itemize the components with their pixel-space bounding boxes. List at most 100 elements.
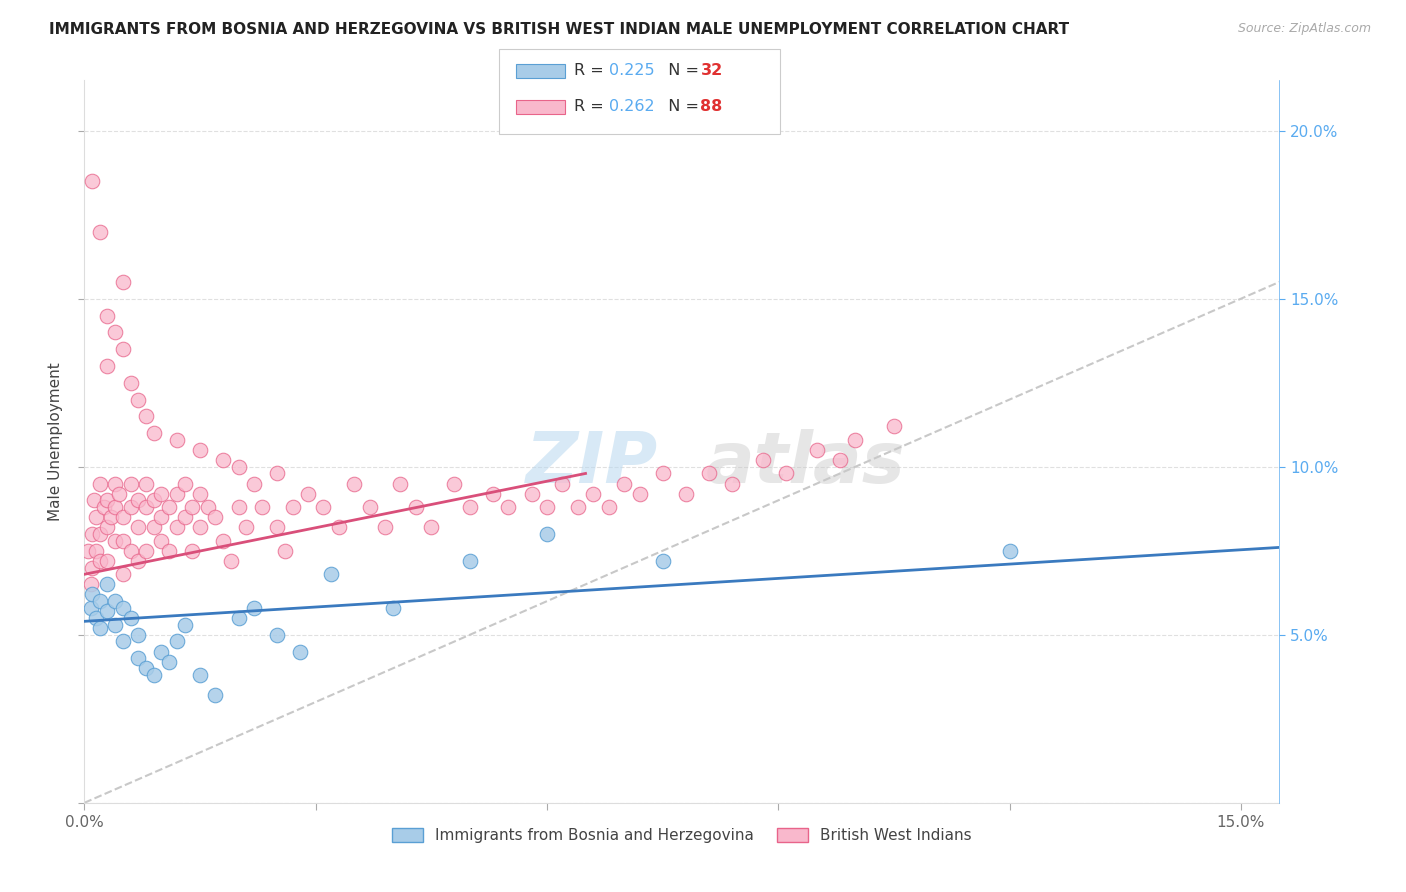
Point <box>84 611 107 625</box>
Point <box>111 533 134 548</box>
Point <box>80 174 103 188</box>
Point <box>721 476 744 491</box>
Point <box>188 442 211 457</box>
Point <box>806 442 828 457</box>
Point <box>120 611 142 625</box>
Point <box>567 500 589 514</box>
Point <box>127 651 149 665</box>
Point <box>96 554 118 568</box>
Point <box>111 510 134 524</box>
Point <box>290 644 312 658</box>
Point <box>197 500 219 514</box>
Point <box>343 476 366 491</box>
Point <box>166 433 188 447</box>
Point <box>96 577 118 591</box>
Point <box>89 225 111 239</box>
Point <box>675 486 697 500</box>
Point <box>96 359 118 373</box>
Point <box>111 342 134 356</box>
Point <box>389 476 412 491</box>
Point <box>120 543 142 558</box>
Point <box>243 600 266 615</box>
Point <box>188 668 211 682</box>
Point <box>628 486 651 500</box>
Point <box>219 554 242 568</box>
Point <box>157 655 180 669</box>
Point <box>598 500 620 514</box>
Point <box>405 500 427 514</box>
Point <box>127 392 149 407</box>
Point <box>651 554 673 568</box>
Text: N =: N = <box>658 63 704 78</box>
Point <box>458 554 481 568</box>
Point <box>173 617 195 632</box>
Point <box>828 453 851 467</box>
Point <box>96 520 118 534</box>
Point <box>150 486 173 500</box>
Point <box>89 476 111 491</box>
Point <box>142 520 165 534</box>
Point <box>374 520 396 534</box>
Point <box>150 533 173 548</box>
Point <box>93 500 115 514</box>
Point <box>536 527 558 541</box>
Point <box>420 520 443 534</box>
Point <box>212 453 235 467</box>
Point <box>697 467 720 481</box>
Point <box>166 634 188 648</box>
Point <box>142 668 165 682</box>
Legend: Immigrants from Bosnia and Herzegovina, British West Indians: Immigrants from Bosnia and Herzegovina, … <box>387 822 977 849</box>
Point <box>127 628 149 642</box>
Point <box>96 309 118 323</box>
Point <box>181 500 204 514</box>
Point <box>111 275 134 289</box>
Point <box>89 594 111 608</box>
Point <box>173 476 195 491</box>
Point <box>84 543 107 558</box>
Point <box>111 600 134 615</box>
Point <box>250 500 273 514</box>
Point <box>111 634 134 648</box>
Point <box>89 527 111 541</box>
Point <box>443 476 465 491</box>
Text: IMMIGRANTS FROM BOSNIA AND HERZEGOVINA VS BRITISH WEST INDIAN MALE UNEMPLOYMENT : IMMIGRANTS FROM BOSNIA AND HERZEGOVINA V… <box>49 22 1070 37</box>
Point <box>998 543 1021 558</box>
Point <box>204 688 226 702</box>
Point <box>104 476 127 491</box>
Point <box>228 500 250 514</box>
Point <box>108 486 131 500</box>
Point <box>79 577 101 591</box>
Text: 32: 32 <box>700 63 723 78</box>
Point <box>135 476 157 491</box>
Point <box>312 500 335 514</box>
Point <box>100 510 122 524</box>
Point <box>104 594 127 608</box>
Text: 88: 88 <box>700 99 723 113</box>
Point <box>135 543 157 558</box>
Point <box>328 520 350 534</box>
Point <box>120 376 142 390</box>
Point <box>551 476 574 491</box>
Point <box>77 543 100 558</box>
Point <box>80 587 103 601</box>
Point <box>142 426 165 441</box>
Point <box>520 486 543 500</box>
Point <box>89 621 111 635</box>
Point <box>359 500 381 514</box>
Point <box>613 476 636 491</box>
Point <box>104 326 127 340</box>
Point <box>243 476 266 491</box>
Point <box>135 409 157 424</box>
Point <box>651 467 673 481</box>
Text: 0.262: 0.262 <box>609 99 655 113</box>
Point <box>173 510 195 524</box>
Point <box>458 500 481 514</box>
Point <box>883 419 905 434</box>
Text: R =: R = <box>574 99 609 113</box>
Point <box>844 433 866 447</box>
Text: Source: ZipAtlas.com: Source: ZipAtlas.com <box>1237 22 1371 36</box>
Y-axis label: Male Unemployment: Male Unemployment <box>48 362 63 521</box>
Text: R =: R = <box>574 63 609 78</box>
Point <box>482 486 505 500</box>
Point <box>166 520 188 534</box>
